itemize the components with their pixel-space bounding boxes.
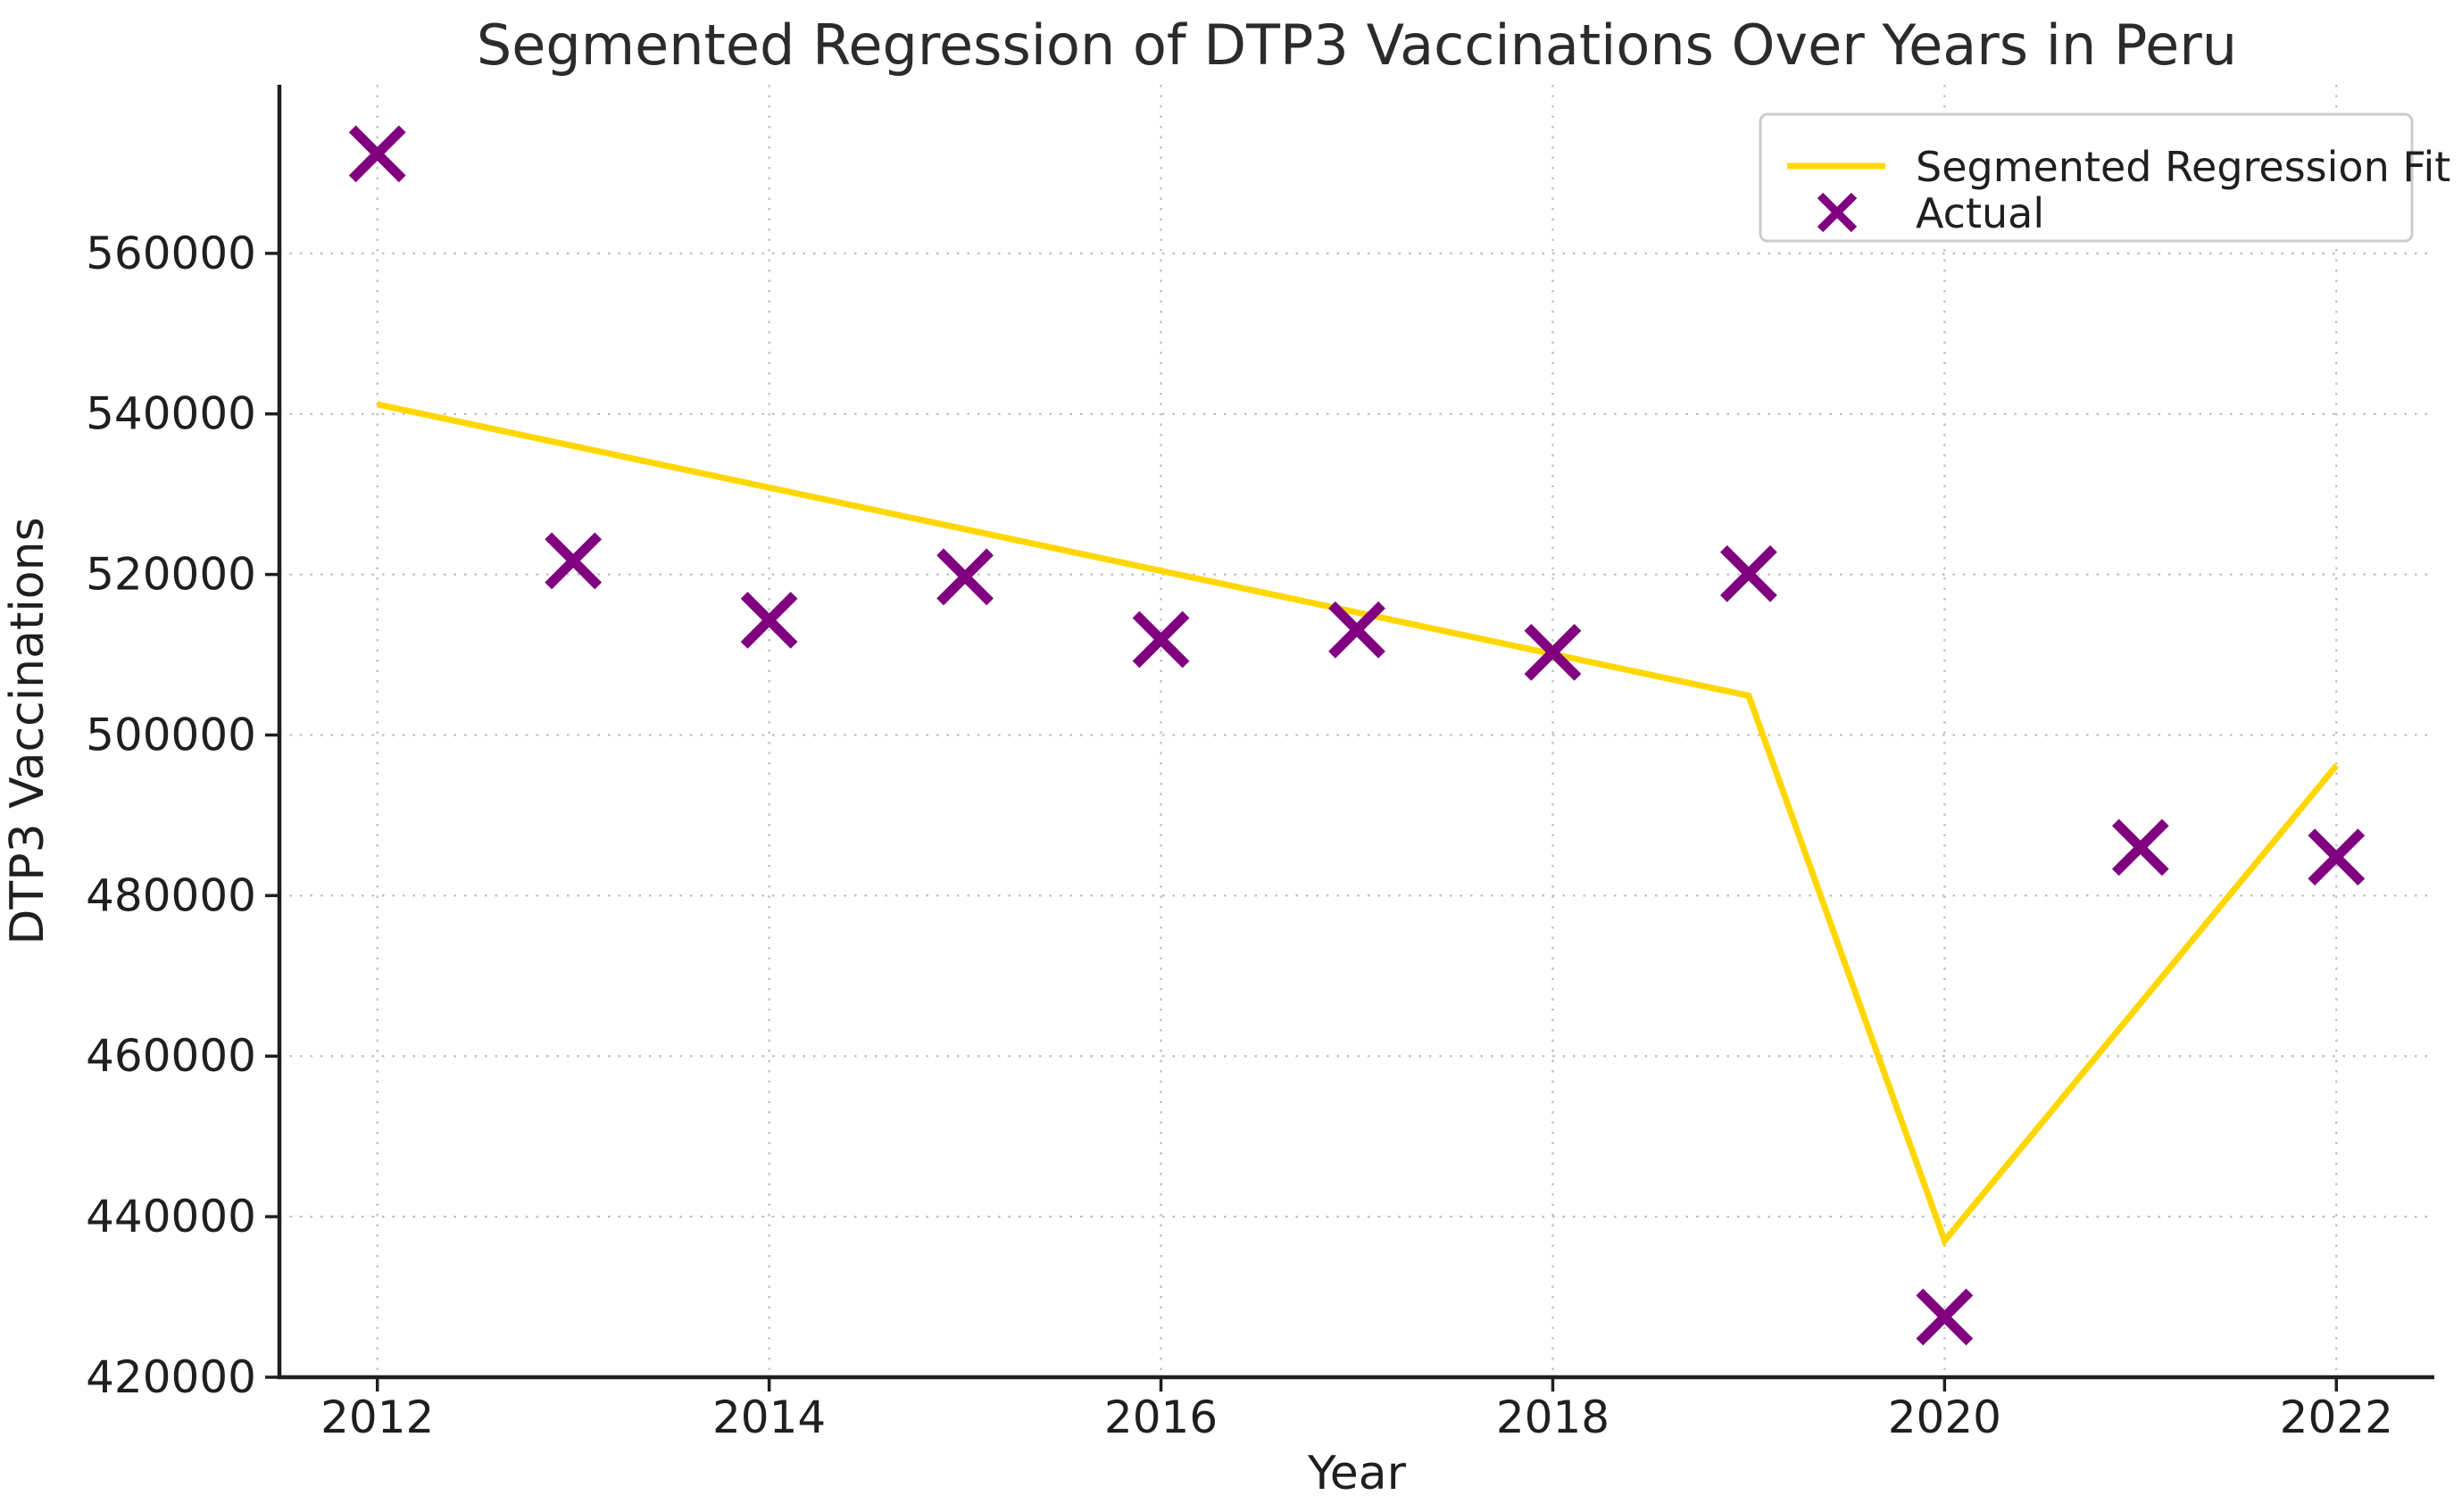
chart-title: Segmented Regression of DTP3 Vaccination… xyxy=(477,12,2237,78)
axis-ticks-and-labels: 420000 440000 460000 480000 500000 520000 5400… xyxy=(86,228,2393,1443)
y-tick-label: 520000 xyxy=(86,549,256,601)
data-point-marker xyxy=(740,591,798,649)
x-axis-label: Year xyxy=(1307,1447,1407,1500)
y-tick-label: 480000 xyxy=(86,869,256,921)
legend-label-actual: Actual xyxy=(1916,189,2044,237)
data-point-marker xyxy=(1328,601,1385,659)
regression-line-layer xyxy=(376,401,2340,1248)
x-tick-label: 2016 xyxy=(1104,1392,1218,1443)
regression-fit-line xyxy=(376,401,2340,1248)
y-tick-label: 420000 xyxy=(86,1351,256,1403)
data-point-marker xyxy=(936,548,994,606)
y-tick-label: 460000 xyxy=(86,1030,256,1082)
y-tick-label: 440000 xyxy=(86,1191,256,1242)
data-point-marker xyxy=(1916,1288,1974,1346)
x-tick-label: 2012 xyxy=(320,1392,434,1443)
data-point-marker xyxy=(545,532,603,590)
data-point-marker xyxy=(1720,544,1777,602)
data-point-marker xyxy=(348,125,406,183)
x-tick-label: 2020 xyxy=(1888,1392,2001,1443)
legend-label-fit: Segmented Regression Fit xyxy=(1916,143,2450,191)
x-tick-label: 2022 xyxy=(2280,1392,2393,1443)
data-point-marker xyxy=(1524,623,1582,681)
x-tick-label: 2014 xyxy=(712,1392,826,1443)
data-point-marker xyxy=(1132,611,1190,669)
y-axis-label: DTP3 Vaccinations xyxy=(1,517,54,944)
y-tick-label: 540000 xyxy=(86,388,256,440)
x-tick-label: 2018 xyxy=(1496,1392,1609,1443)
y-tick-label: 560000 xyxy=(86,228,256,279)
data-point-marker xyxy=(2308,828,2366,886)
scatter-points-layer xyxy=(348,125,2366,1346)
axes-spines xyxy=(277,85,2434,1380)
legend-box xyxy=(1759,112,2414,243)
legend: Segmented Regression Fit Actual xyxy=(1759,112,2450,243)
legend-x-marker-icon xyxy=(1817,192,1858,233)
y-tick-label: 500000 xyxy=(86,709,256,760)
data-point-marker xyxy=(2111,818,2169,876)
